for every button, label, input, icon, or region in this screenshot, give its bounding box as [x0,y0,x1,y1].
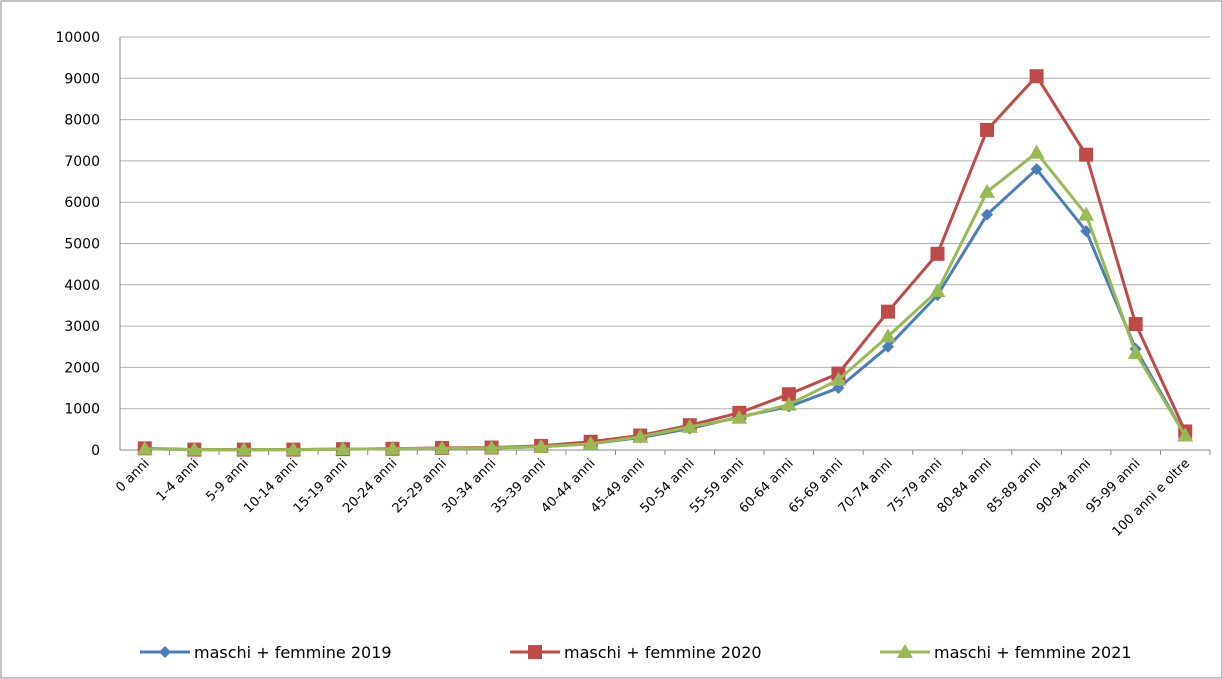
point [1128,317,1143,332]
point [980,122,995,137]
point [930,246,945,261]
point [879,328,896,343]
point [929,282,946,297]
series-line [144,150,1187,452]
point [136,440,153,455]
legend-label: maschi + femmine 2021 [934,643,1132,662]
legend-marker [528,645,542,659]
point [1030,163,1043,176]
point [1029,69,1044,84]
y-tick-label: 5000 [64,237,100,253]
point [830,371,847,386]
point [781,387,796,402]
y-tick-label: 0 [91,443,100,459]
y-tick-label: 2000 [64,360,100,376]
point [384,440,401,455]
y-tick-label: 4000 [64,278,100,294]
point [981,208,994,221]
point [881,340,894,353]
point [1177,427,1194,442]
y-tick-label: 7000 [64,154,100,170]
point [334,441,351,456]
y-tick-label: 8000 [64,113,100,129]
point [1127,344,1144,359]
point [186,441,203,456]
legend-marker [159,646,171,658]
point [1080,225,1093,238]
point [681,418,698,433]
point [880,304,895,319]
point [434,440,451,455]
point [780,396,797,411]
legend-label: maschi + femmine 2020 [564,643,762,662]
point [632,428,649,443]
y-tick-label: 10000 [55,30,100,46]
point [1078,206,1095,221]
y-tick-label: 6000 [64,195,100,211]
point [582,435,599,450]
y-tick-label: 3000 [64,319,100,335]
point [483,439,500,454]
point [1028,144,1045,159]
point [235,441,252,456]
point [979,183,996,198]
point [533,438,550,453]
legend-label: maschi + femmine 2019 [194,643,392,662]
point [731,409,748,424]
y-tick-label: 9000 [64,71,100,87]
point [1079,147,1094,162]
y-tick-label: 1000 [64,402,100,418]
point [285,441,302,456]
legend-marker [897,644,913,658]
